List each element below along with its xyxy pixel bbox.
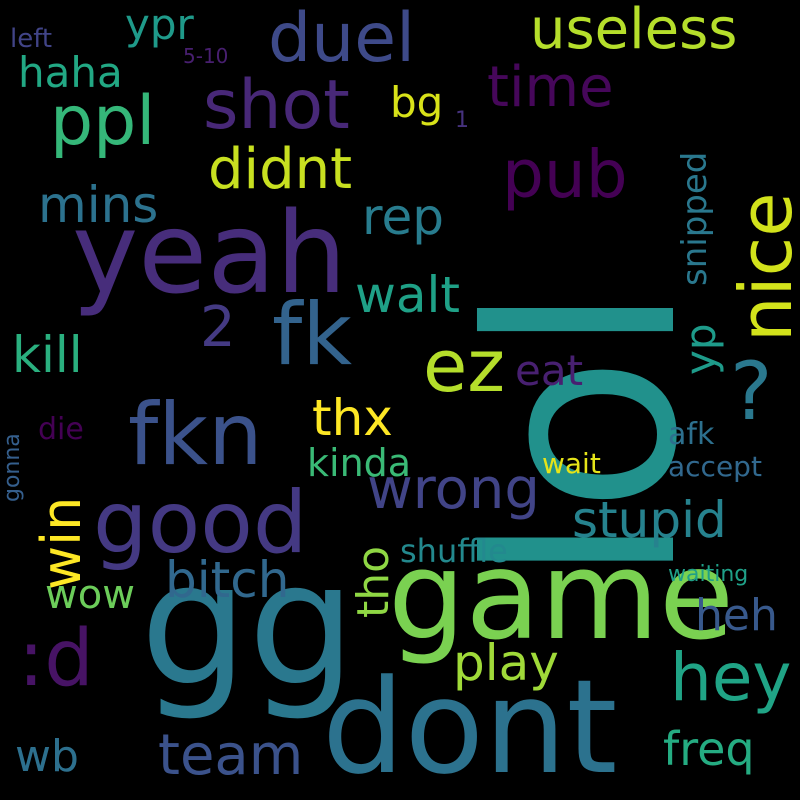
word-haha: haha <box>18 48 123 97</box>
word-shot: shot <box>203 66 350 145</box>
word-stupid: stupid <box>572 491 727 549</box>
word-wrong: wrong <box>367 457 540 522</box>
word-wait: wait <box>542 447 601 480</box>
word-yeah: yeah <box>72 189 347 319</box>
word-gonna: gonna <box>0 433 25 502</box>
word-useless: useless <box>530 0 738 62</box>
word-waiting: waiting <box>668 562 749 587</box>
word-good: good <box>93 473 308 573</box>
word-shuffle: shuffle <box>400 532 508 570</box>
word-eat: eat <box>515 346 584 395</box>
word-didnt: didnt <box>208 137 353 202</box>
word-pub: pub <box>502 136 628 213</box>
word-walt: walt <box>355 266 461 324</box>
word-colon-d: :d <box>18 614 94 704</box>
word-play: play <box>453 634 559 692</box>
word-1: 1 <box>455 108 469 133</box>
word-kinda: kinda <box>307 441 412 485</box>
word-bitch: bitch <box>165 551 290 609</box>
word-time: time <box>487 55 614 120</box>
word-wow: wow <box>45 572 135 618</box>
word-team: team <box>158 723 304 788</box>
word-thx: thx <box>312 389 393 447</box>
word-kill: kill <box>12 326 83 384</box>
word-nice: nice <box>724 192 800 342</box>
word-gg: gg <box>140 526 356 724</box>
word-fkn: fkn <box>128 385 263 485</box>
word-die: die <box>38 412 84 447</box>
word-question-mark: ? <box>730 345 773 438</box>
word-wb: wb <box>15 731 79 782</box>
word-5-10: 5-10 <box>183 44 229 68</box>
word-duel: duel <box>268 0 415 78</box>
word-ppl: ppl <box>50 82 156 161</box>
word-mins: mins <box>38 176 159 234</box>
word-accept: accept <box>668 450 762 483</box>
word-game: game <box>388 525 735 667</box>
word-2: 2 <box>200 295 236 360</box>
word-rep: rep <box>362 188 444 246</box>
word-dont: dont <box>322 651 618 800</box>
word-tho: tho <box>348 545 399 618</box>
word-hey: hey <box>670 639 792 716</box>
word-snipped: snipped <box>675 151 715 286</box>
word-yp: yp <box>676 323 725 375</box>
word-heh: heh <box>695 590 778 641</box>
word-ypr: ypr <box>125 0 194 49</box>
word-left: left <box>10 24 53 54</box>
word-afk: afk <box>668 417 715 452</box>
word-ez: ez <box>423 324 506 408</box>
word-freq: freq <box>663 722 755 776</box>
word-bg: bg <box>390 78 444 127</box>
word-fk: fk <box>272 285 353 385</box>
